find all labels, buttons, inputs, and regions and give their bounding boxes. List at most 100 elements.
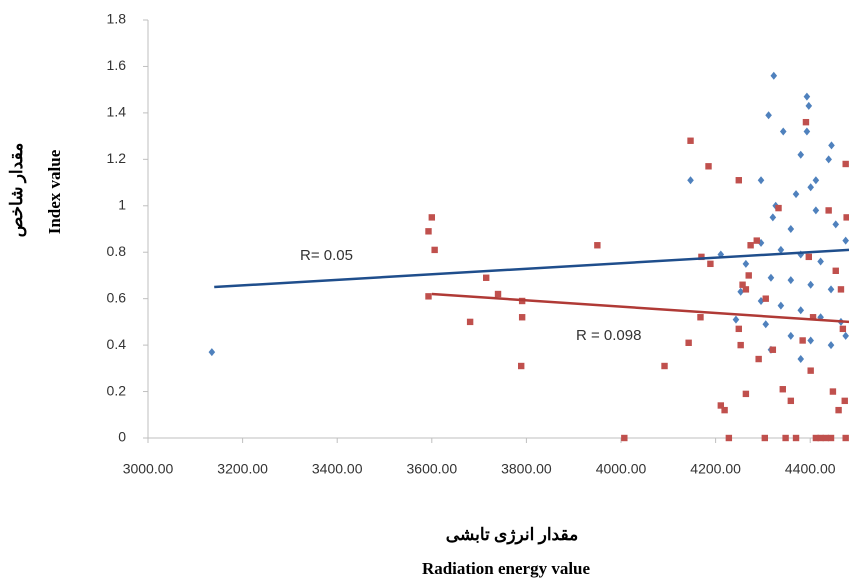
x-tick-label: 4200.00 <box>690 461 741 477</box>
trend-line <box>431 292 849 324</box>
point <box>742 259 750 268</box>
point <box>825 207 832 214</box>
x-tick-label: 4000.00 <box>596 461 647 477</box>
x-tick-label: 3800.00 <box>501 461 552 477</box>
point <box>687 137 694 144</box>
point <box>809 314 817 321</box>
point <box>594 242 601 249</box>
point <box>745 272 752 279</box>
point <box>697 314 704 321</box>
point <box>842 434 849 442</box>
y-tick-label: 0 <box>118 429 126 445</box>
point <box>787 276 795 285</box>
point <box>787 397 795 405</box>
point <box>735 177 742 184</box>
point <box>807 183 814 192</box>
point <box>717 402 725 409</box>
point <box>742 390 750 398</box>
point <box>737 341 744 349</box>
point <box>621 434 628 442</box>
point <box>761 434 769 442</box>
point <box>770 71 778 80</box>
point <box>842 160 849 168</box>
point <box>828 141 835 150</box>
point <box>827 434 835 442</box>
point <box>765 111 772 120</box>
point <box>757 176 765 185</box>
point <box>742 286 750 293</box>
point <box>483 274 490 281</box>
point <box>518 362 525 370</box>
point <box>428 214 436 221</box>
point <box>797 355 805 364</box>
point <box>827 341 835 350</box>
point <box>792 190 800 199</box>
point <box>747 242 754 249</box>
point <box>782 434 789 442</box>
y-axis-label: Index value <box>45 149 64 234</box>
point <box>431 246 438 254</box>
point <box>466 318 474 326</box>
y-axis-label-fa: مقدار شاخص <box>7 143 27 238</box>
point <box>797 150 805 159</box>
point <box>842 236 849 245</box>
x-tick-label: 3200.00 <box>217 461 268 477</box>
point <box>797 250 805 259</box>
point <box>802 118 810 126</box>
point <box>805 253 812 261</box>
point <box>779 386 786 393</box>
point <box>843 214 849 221</box>
point <box>841 397 848 405</box>
point <box>827 285 835 294</box>
point <box>425 293 432 300</box>
point <box>787 225 795 233</box>
point <box>721 406 728 414</box>
point <box>725 434 733 442</box>
point <box>777 301 785 310</box>
y-tick-label: 1.8 <box>107 11 127 27</box>
x-tick-label: 3400.00 <box>312 461 363 477</box>
point <box>717 250 725 259</box>
y-tick-label: 0.6 <box>107 289 127 305</box>
x-tick-label: 3600.00 <box>407 461 458 477</box>
point <box>787 331 795 340</box>
point <box>735 325 742 333</box>
point <box>797 306 805 315</box>
point <box>769 213 777 222</box>
point <box>762 320 770 329</box>
point <box>825 155 832 164</box>
y-tick-label: 1 <box>118 196 126 212</box>
point <box>779 127 787 136</box>
x-axis-label-fa: مقدار انرژی تابشی <box>446 525 578 545</box>
point <box>767 273 775 282</box>
point <box>842 331 849 340</box>
point <box>835 406 842 414</box>
point <box>769 346 777 353</box>
point <box>832 220 840 229</box>
point <box>661 362 668 370</box>
point <box>425 228 432 235</box>
point <box>707 260 714 268</box>
y-tick-label: 0.2 <box>107 382 127 398</box>
point <box>737 287 744 296</box>
point <box>837 286 845 293</box>
point <box>839 325 847 333</box>
point <box>807 280 814 289</box>
point <box>817 257 824 266</box>
point <box>803 127 811 136</box>
point <box>494 290 502 298</box>
point <box>762 295 769 302</box>
y-tick-label: 0.8 <box>107 243 127 259</box>
point <box>698 253 705 261</box>
point <box>775 204 782 212</box>
point <box>753 237 760 244</box>
point <box>807 336 814 345</box>
point <box>685 339 692 346</box>
annotation: R= 0.05 <box>300 247 353 264</box>
point <box>739 281 746 288</box>
x-tick-label: 3000.00 <box>123 461 174 477</box>
point <box>832 267 839 274</box>
x-axis-label: Radiation energy value <box>422 559 591 578</box>
point <box>822 434 830 442</box>
